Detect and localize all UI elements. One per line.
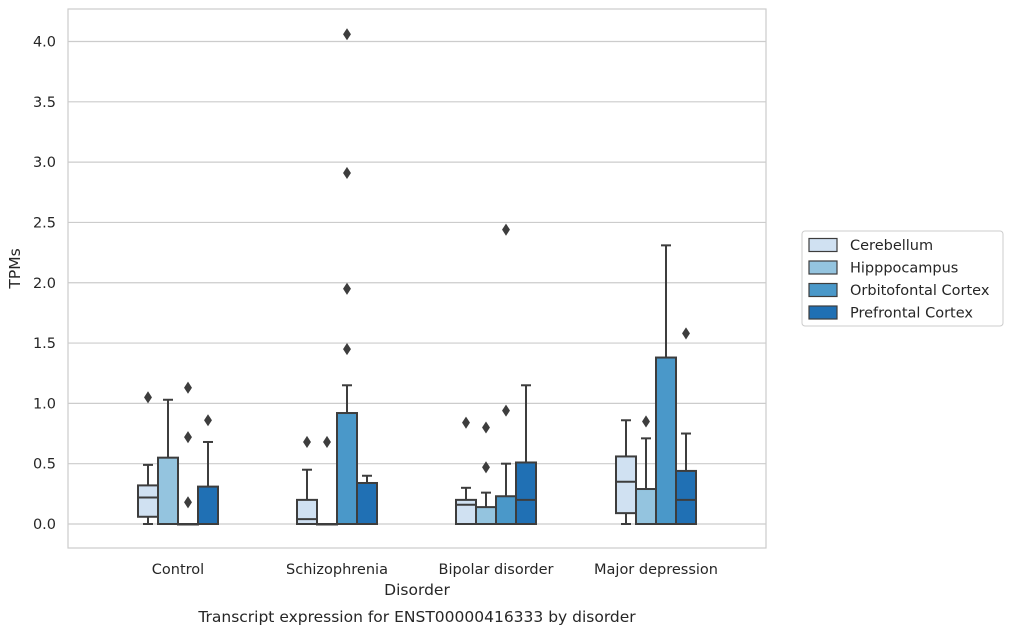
outlier-point	[184, 431, 192, 444]
box-group	[615, 419, 637, 525]
box-group	[675, 327, 697, 525]
x-tick-label: Control	[152, 562, 204, 578]
outlier-point	[682, 327, 690, 340]
outlier-point	[343, 28, 351, 41]
x-axis-title: Disorder	[384, 581, 450, 599]
outlier-point	[343, 282, 351, 295]
legend-label: Cerebellum	[850, 238, 933, 254]
box	[356, 481, 378, 525]
y-axis-title: TPMs	[6, 248, 24, 289]
box	[675, 469, 697, 525]
box	[157, 456, 179, 525]
box-group	[316, 435, 338, 526]
outlier-point	[184, 496, 192, 509]
legend-swatch	[808, 282, 838, 298]
box-group	[197, 414, 219, 526]
legend: Cerebellum Hipppocampus Orbitofontal Corte…	[801, 230, 1004, 327]
x-axis-ticks: Control Schizophrenia Bipolar disorder Majo…	[152, 562, 718, 578]
box-group	[356, 474, 378, 525]
outlier-point	[323, 435, 331, 449]
box	[655, 356, 677, 525]
legend-label: Orbitofontal Cortex	[850, 283, 990, 299]
box-group	[655, 244, 677, 525]
box-group	[515, 384, 537, 526]
outlier-point	[144, 391, 152, 404]
outlier-point	[204, 414, 212, 427]
legend-label: Hipppocampus	[850, 261, 958, 277]
box-group	[455, 416, 477, 525]
outlier-point	[502, 223, 510, 236]
box-group	[475, 421, 497, 525]
box	[515, 461, 537, 526]
box-group	[137, 391, 159, 525]
y-tick-label: 1.0	[33, 396, 56, 412]
y-tick-label: 3.5	[33, 95, 56, 111]
box	[635, 488, 657, 525]
outlier-point	[502, 404, 510, 417]
legend-swatch	[808, 260, 838, 275]
box-group	[336, 28, 358, 525]
x-tick-label: Schizophrenia	[286, 562, 388, 578]
legend-frame	[801, 230, 1004, 327]
y-tick-label: 1.5	[33, 336, 56, 352]
y-axis-ticks: 0.0 0.5 1.0 1.5 2.0 2.5 3.0 3.5 4.0	[33, 35, 56, 534]
legend-label: Prefrontal Cortex	[850, 306, 973, 322]
x-tick-label: Bipolar disorder	[439, 562, 554, 578]
y-tick-label: 0.0	[33, 517, 56, 533]
box-group	[635, 415, 657, 525]
box-group	[296, 435, 318, 525]
outlier-point	[184, 381, 192, 394]
legend-swatch	[808, 237, 838, 253]
outlier-point	[482, 461, 490, 474]
y-tick-label: 0.5	[33, 457, 56, 473]
y-tick-label: 3.0	[33, 155, 56, 171]
outlier-point	[482, 421, 490, 434]
gridlines	[68, 40, 766, 525]
boxes-layer	[137, 28, 697, 526]
outlier-point	[642, 415, 650, 428]
box	[455, 498, 477, 525]
outlier-point	[343, 166, 351, 180]
y-tick-label: 2.0	[33, 276, 56, 292]
box	[197, 485, 219, 526]
box	[336, 412, 358, 525]
box	[296, 498, 318, 525]
box-group	[495, 223, 517, 526]
y-tick-label: 2.5	[33, 215, 56, 231]
box-group	[157, 398, 179, 525]
chart-caption: Transcript expression for ENST0000041633…	[197, 608, 636, 626]
box	[615, 455, 637, 515]
outlier-point	[462, 416, 470, 429]
box	[495, 495, 517, 526]
plot-area-frame	[67, 8, 767, 549]
outlier-point	[343, 343, 351, 356]
box	[137, 484, 159, 518]
x-tick-label: Major depression	[594, 562, 718, 578]
box	[475, 506, 497, 525]
outlier-point	[303, 435, 311, 449]
y-tick-label: 4.0	[33, 35, 56, 51]
legend-swatch	[808, 305, 838, 320]
